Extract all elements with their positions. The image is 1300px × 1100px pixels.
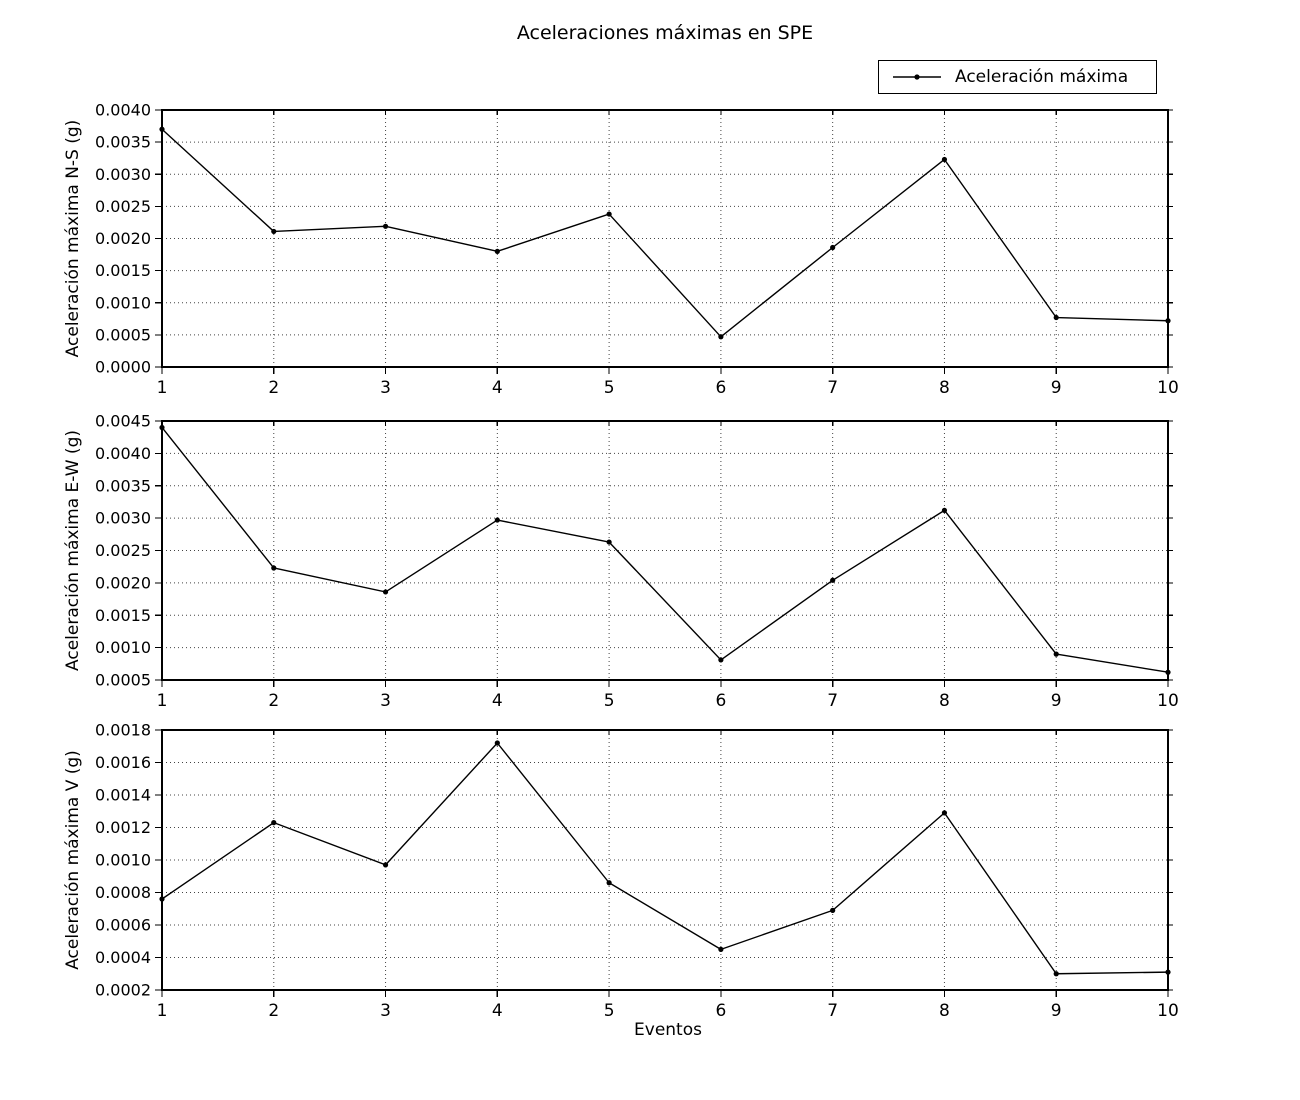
y-tick-label: 0.0005 <box>95 671 151 690</box>
y-tick-label: 0.0010 <box>95 293 151 312</box>
x-tick-label: 9 <box>1051 1001 1062 1021</box>
legend-line-marker-icon <box>893 74 941 80</box>
x-tick-label: 2 <box>268 691 279 711</box>
y-axis-label: Aceleración máxima V (g) <box>63 750 83 970</box>
data-point <box>606 880 612 886</box>
y-tick-label: 0.0000 <box>95 358 151 377</box>
y-tick-label: 0.0020 <box>95 573 151 592</box>
x-tick-label: 7 <box>827 378 838 398</box>
data-point <box>1053 651 1059 657</box>
y-tick-label: 0.0045 <box>95 412 151 431</box>
x-tick-label: 5 <box>604 378 615 398</box>
x-tick-label: 6 <box>715 378 726 398</box>
x-tick-label: 1 <box>157 691 168 711</box>
y-tick-label: 0.0015 <box>95 606 151 625</box>
data-point <box>718 334 724 340</box>
x-axis-title: Eventos <box>634 1020 702 1040</box>
x-tick-label: 10 <box>1157 691 1179 711</box>
plot-border <box>161 729 1169 991</box>
x-tick-label: 2 <box>268 1001 279 1021</box>
y-tick-label: 0.0035 <box>95 476 151 495</box>
y-tick-label: 0.0040 <box>95 101 151 120</box>
x-tick-label: 3 <box>380 378 391 398</box>
y-tick-label: 0.0010 <box>95 638 151 657</box>
y-tick-label: 0.0020 <box>95 229 151 248</box>
data-point <box>941 810 948 816</box>
x-tick-label: 7 <box>827 1001 838 1021</box>
data-point <box>606 211 612 217</box>
x-tick-label: 10 <box>1157 378 1179 398</box>
data-point <box>1053 314 1059 321</box>
data-point <box>830 907 836 913</box>
y-tick-label: 0.0025 <box>95 197 151 216</box>
y-tick-label: 0.0015 <box>95 261 151 280</box>
y-tick-label: 0.0005 <box>95 325 151 344</box>
x-tick-label: 7 <box>827 691 838 711</box>
data-point <box>941 507 948 513</box>
x-tick-label: 8 <box>939 691 950 711</box>
data-point <box>941 156 948 163</box>
data-point <box>1053 971 1059 977</box>
x-tick-label: 8 <box>939 1001 950 1021</box>
x-tick-label: 4 <box>492 1001 503 1021</box>
series-line <box>161 427 1169 673</box>
y-tick-label: 0.0004 <box>95 948 151 967</box>
data-point <box>718 946 724 952</box>
x-tick-label: 3 <box>380 691 391 711</box>
x-tick-label: 10 <box>1157 1001 1179 1021</box>
x-tick-label: 6 <box>715 691 726 711</box>
data-point <box>494 740 500 746</box>
y-tick-label: 0.0014 <box>95 786 151 805</box>
data-point <box>382 589 389 595</box>
data-point <box>494 517 500 523</box>
data-point <box>830 244 836 251</box>
y-axis-label: Aceleración máxima N-S (g) <box>63 120 83 358</box>
legend-label: Aceleración máxima <box>955 67 1129 87</box>
y-tick-label: 0.0030 <box>95 165 151 184</box>
legend: Aceleración máxima <box>878 60 1157 94</box>
x-tick-label: 2 <box>268 378 279 398</box>
y-tick-label: 0.0035 <box>95 133 151 152</box>
y-tick-label: 0.0025 <box>95 541 151 560</box>
data-point <box>382 223 389 229</box>
x-tick-label: 4 <box>492 378 503 398</box>
x-tick-label: 9 <box>1051 691 1062 711</box>
x-tick-label: 5 <box>604 1001 615 1021</box>
data-point <box>271 565 277 571</box>
x-tick-label: 1 <box>157 378 168 398</box>
y-tick-label: 0.0040 <box>95 444 151 463</box>
y-tick-label: 0.0006 <box>95 916 151 935</box>
plot-border <box>161 420 1169 681</box>
y-tick-label: 0.0002 <box>95 981 151 1000</box>
y-tick-label: 0.0012 <box>95 818 151 837</box>
data-point <box>830 577 836 583</box>
series-line <box>161 742 1169 975</box>
data-point <box>271 228 277 235</box>
x-tick-label: 5 <box>604 691 615 711</box>
data-point <box>606 539 612 545</box>
x-tick-label: 4 <box>492 691 503 711</box>
x-tick-label: 6 <box>715 1001 726 1021</box>
y-axis-label: Aceleración máxima E-W (g) <box>63 430 83 671</box>
plot-border <box>161 109 1169 368</box>
x-tick-label: 3 <box>380 1001 391 1021</box>
x-tick-label: 9 <box>1051 378 1062 398</box>
figure-title: Aceleraciones máximas en SPE <box>516 22 814 44</box>
data-point <box>494 248 500 254</box>
y-tick-label: 0.0008 <box>95 883 151 902</box>
y-tick-label: 0.0010 <box>95 851 151 870</box>
data-point <box>382 862 389 868</box>
x-tick-label: 1 <box>157 1001 168 1021</box>
y-tick-label: 0.0016 <box>95 753 151 772</box>
data-point <box>718 657 724 663</box>
y-tick-label: 0.0018 <box>95 721 151 740</box>
series-line <box>161 128 1169 338</box>
x-tick-label: 8 <box>939 378 950 398</box>
data-point <box>271 820 277 826</box>
y-tick-label: 0.0030 <box>95 509 151 528</box>
